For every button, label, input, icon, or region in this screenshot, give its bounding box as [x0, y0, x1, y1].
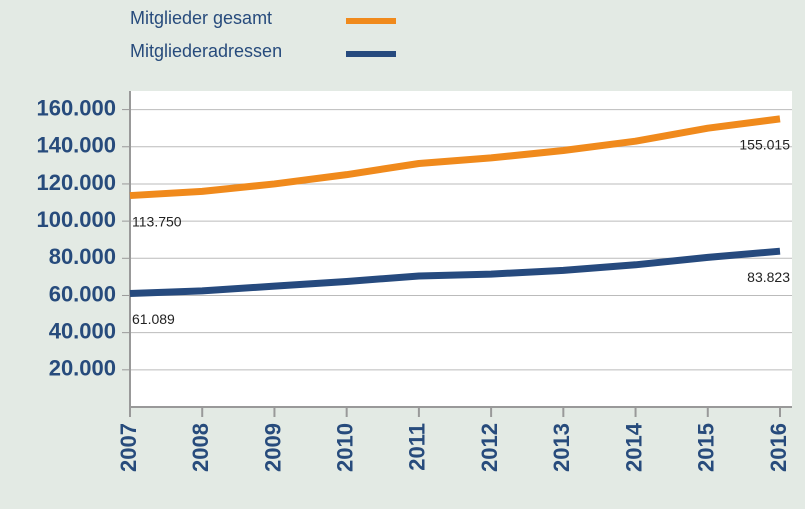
series-line — [129, 115, 781, 200]
x-tick-label: 2008 — [188, 423, 213, 472]
x-tick-label: 2009 — [260, 423, 285, 472]
value-label: 155.015 — [739, 137, 790, 153]
value-label: 61.089 — [132, 311, 175, 327]
x-tick-label: 2010 — [332, 423, 357, 472]
x-tick-label: 2013 — [549, 423, 574, 472]
x-tick-label: 2015 — [694, 423, 719, 472]
x-tick-label: 2007 — [116, 423, 141, 472]
x-tick-label: 2011 — [405, 423, 430, 471]
y-tick-label: 80.000 — [49, 244, 116, 269]
y-tick-label: 100.000 — [36, 207, 116, 232]
y-tick-label: 160.000 — [36, 95, 116, 120]
x-tick-label: 2014 — [621, 422, 646, 472]
legend-label: Mitgliederadressen — [130, 41, 282, 61]
legend-label: Mitglieder gesamt — [130, 8, 272, 28]
value-label: 113.750 — [132, 213, 182, 229]
x-tick-label: 2016 — [766, 423, 791, 472]
plot-area — [130, 91, 792, 407]
x-tick-label: 2012 — [477, 423, 502, 472]
y-tick-label: 20.000 — [49, 356, 116, 381]
y-tick-label: 140.000 — [36, 133, 116, 158]
value-label: 83.823 — [747, 269, 790, 285]
y-tick-label: 120.000 — [36, 170, 116, 195]
y-tick-label: 40.000 — [49, 318, 116, 343]
series-line — [129, 247, 781, 297]
y-tick-label: 60.000 — [49, 281, 116, 306]
